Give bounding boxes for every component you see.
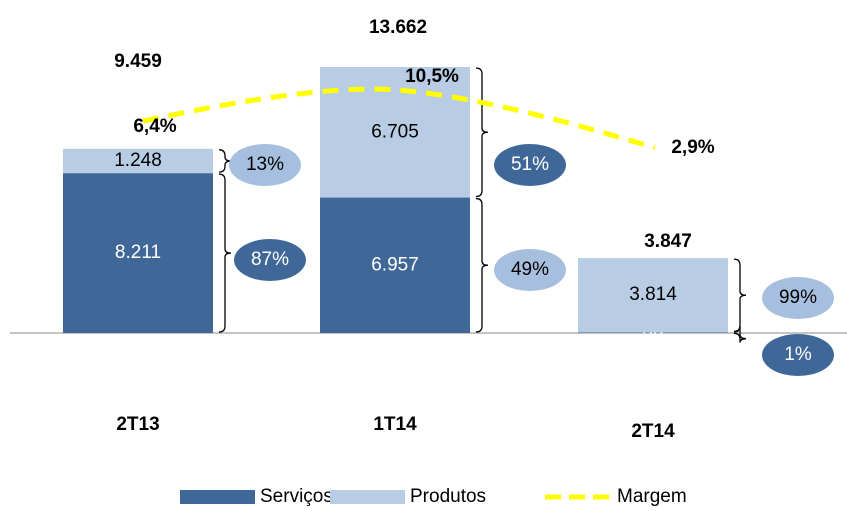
segment-label: 3.814 [629,284,677,305]
share-label: 49% [511,259,549,280]
share-bubble [762,277,834,319]
segment-label: 8.211 [115,242,161,263]
bracket [475,197,489,333]
total-label: 3.847 [644,231,692,252]
share-label: 51% [511,154,549,175]
bracket [218,173,232,333]
bracket [733,258,747,333]
share-bubble [762,334,834,376]
segment-label: 6.705 [371,121,419,142]
segment-label: 6.957 [371,254,419,275]
share-label: 99% [779,287,817,308]
bracket [475,67,489,198]
bar-segment [320,67,470,198]
margin-line [142,86,656,151]
share-label: 1% [784,344,812,365]
segment-label: 1.248 [114,150,162,171]
share-bubble [494,144,566,186]
margin-label: 10,5% [405,66,459,87]
bar-segment [578,258,728,333]
legend-label: Serviços [260,486,333,507]
share-bubble [494,249,566,291]
total-label: 13.662 [369,17,427,38]
share-label: 87% [251,249,289,270]
margin-label: 6,4% [133,116,176,137]
legend-swatch [180,490,255,504]
category-label: 2T13 [116,414,159,435]
category-label: 2T14 [631,421,675,442]
legend-swatch [330,490,405,504]
bar-segment [63,148,213,174]
total-label: 9.459 [114,51,162,72]
share-bubble [229,144,301,186]
category-label: 1T14 [373,414,417,435]
share-bubble [234,239,306,281]
legend-label: Margem [617,486,687,507]
margin-label: 2,9% [671,137,714,158]
bracket [218,149,232,173]
legend-label: Produtos [410,486,486,507]
segment-label: 33 [642,328,663,349]
share-label: 13% [246,154,284,175]
bar-segment [320,197,470,333]
bar-segment [63,173,213,333]
bar-segment [578,332,728,333]
